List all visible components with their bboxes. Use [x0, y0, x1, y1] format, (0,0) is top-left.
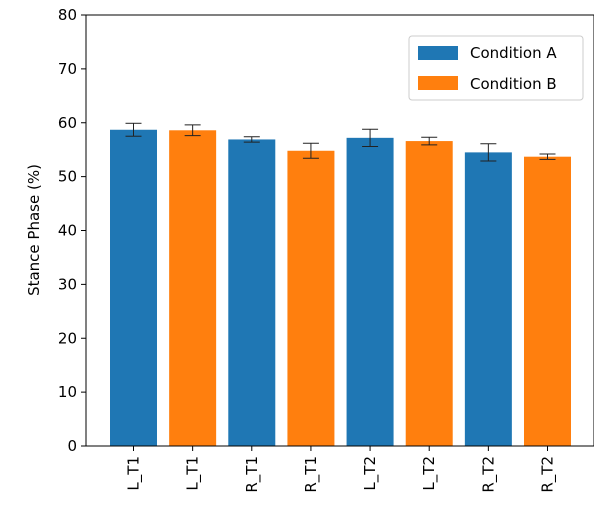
- y-tick-label: 50: [58, 168, 77, 186]
- y-tick-label: 60: [58, 114, 77, 132]
- y-tick-label: 20: [58, 329, 77, 347]
- legend-swatch-condition-a: [418, 46, 458, 60]
- y-tick-label: 0: [67, 437, 77, 455]
- x-tick-label: L_T1: [125, 456, 144, 491]
- legend-swatch-condition-b: [418, 76, 458, 90]
- x-tick-label: R_T1: [302, 456, 321, 493]
- x-tick-label: L_T1: [184, 456, 203, 491]
- bar: [405, 141, 453, 446]
- legend: Condition A Condition B: [408, 35, 584, 101]
- y-tick-label: 10: [58, 383, 77, 401]
- bar: [524, 156, 571, 446]
- bar: [464, 152, 512, 446]
- y-axis-label: Stance Phase (%): [25, 164, 43, 296]
- x-tick-label: R_T2: [539, 456, 558, 493]
- x-tick-label: R_T2: [479, 456, 498, 493]
- y-tick-label: 80: [58, 6, 77, 24]
- x-axis-ticks: L_T1 L_T1 R_T1 R_T1 L_T2 L_T2 R_T2 R_T2: [125, 446, 558, 493]
- bar: [169, 130, 217, 447]
- bar: [228, 139, 276, 447]
- y-tick-label: 70: [58, 60, 77, 78]
- bar: [287, 150, 335, 446]
- bar: [110, 129, 157, 446]
- x-tick-label: L_T2: [420, 456, 439, 491]
- x-tick-label: L_T2: [361, 456, 380, 491]
- x-tick-label: R_T1: [243, 456, 262, 493]
- legend-label-condition-b: Condition B: [470, 75, 557, 93]
- error-bars-layer: [125, 122, 556, 162]
- bars-layer: [110, 129, 571, 447]
- legend-label-condition-a: Condition A: [470, 44, 557, 62]
- y-tick-label: 30: [58, 275, 77, 293]
- y-axis-ticks: 0 10 20 30 40 50 60 70 80: [58, 6, 86, 455]
- y-tick-label: 40: [58, 222, 77, 240]
- bar: [346, 137, 394, 446]
